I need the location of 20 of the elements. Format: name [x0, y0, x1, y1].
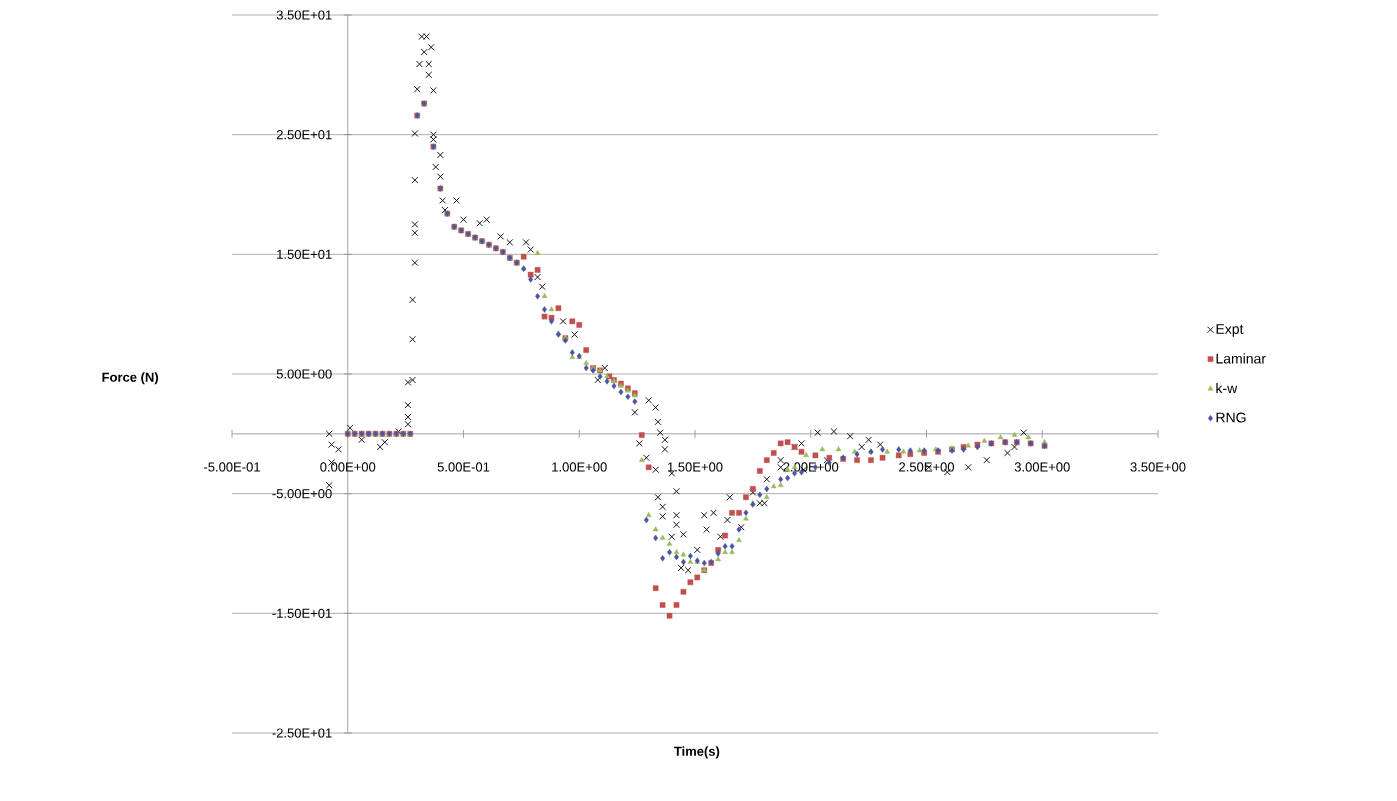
x-axis-title: Time(s)	[674, 746, 720, 759]
x-tick-label: 3.00E+00	[1014, 462, 1070, 472]
y-axis-title: Force (N)	[102, 372, 159, 385]
y-tick-label: -1.50E+01	[272, 608, 332, 618]
x-tick-label: 1.50E+00	[667, 462, 723, 472]
x-tick-label: 3.50E+00	[1130, 462, 1186, 472]
y-tick-label: -2.50E+01	[272, 728, 332, 738]
y-tick-label: 1.50E+01	[277, 249, 332, 259]
y-tick-label: 5.00E+00	[276, 369, 332, 379]
legend-label: Laminar	[1216, 353, 1266, 364]
legend-label: RNG	[1216, 412, 1246, 423]
x-tick-label: -5.00E-01	[204, 462, 260, 472]
x-tick-label: 5.00E-01	[437, 462, 490, 472]
y-tick-label: -5.00E+00	[272, 489, 332, 499]
legend-label: Expt	[1216, 324, 1244, 337]
y-tick-label: 2.50E+01	[276, 130, 332, 140]
legend-label: k-w	[1216, 382, 1238, 394]
y-tick-label: 3.50E+01	[276, 10, 332, 20]
x-tick-label: 0.00E+00	[320, 462, 376, 472]
x-tick-label: 1.00E+00	[552, 462, 607, 472]
